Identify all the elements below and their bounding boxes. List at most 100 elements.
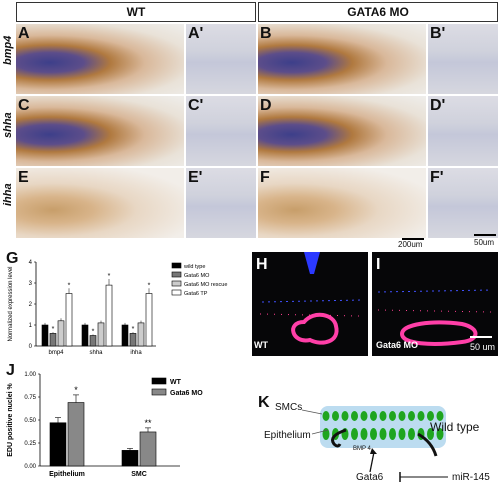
smc-cell — [417, 411, 425, 421]
panel-e-image — [16, 168, 184, 238]
wt-header: WT — [16, 2, 256, 22]
g-bar — [65, 293, 73, 347]
panel-e1-image — [186, 168, 256, 238]
g-y-axis-label: Normalized expression level — [8, 266, 14, 341]
g-x-tick-label: shha — [89, 350, 103, 356]
smc-cell — [322, 411, 330, 421]
g-bar — [121, 324, 129, 347]
smc-cell — [427, 411, 434, 421]
g-bar — [129, 333, 137, 347]
smc-cell — [332, 411, 339, 421]
g-y-tick-label: 1 — [29, 323, 33, 329]
scalebar-zoom-label: 50um — [474, 238, 495, 247]
g-legend-swatch — [171, 271, 182, 278]
panel-d1-image — [428, 96, 498, 166]
confocal-scalebar-label: 50 um — [470, 342, 496, 352]
panel-b-image — [258, 24, 426, 94]
gene-label-shha: shha — [2, 112, 14, 138]
g-significance: * — [108, 273, 111, 280]
panel-a1-label: A' — [188, 25, 204, 42]
confocal-wt-label: WT — [254, 340, 268, 350]
bmp4-curve-right — [417, 432, 438, 457]
j-y-tick-label: 0.00 — [24, 464, 36, 470]
panel-a1-image — [186, 24, 256, 94]
g-bar — [49, 333, 57, 347]
label-epithelium: Epithelium — [264, 430, 311, 441]
label-smcs: SMCs — [275, 402, 303, 413]
epithelium-cell — [389, 428, 396, 440]
scalebar-zoom — [474, 234, 496, 236]
gene-label-bmp4: bmp4 — [2, 35, 14, 65]
g-legend-label: Gata6 TP — [184, 291, 208, 297]
j-y-axis-label: EDU positive nuclei % — [7, 382, 14, 456]
g-y-tick-label: 4 — [29, 260, 33, 266]
panel-h-drawing — [259, 252, 363, 345]
j-y-tick-label: 0.75 — [24, 395, 36, 401]
epithelium-pointer-arrow — [311, 429, 329, 435]
panel-f1-label: F' — [430, 169, 444, 186]
chart-g: 0 1 2 3 4 Normalized expression level * * bmp4 * *… — [8, 260, 227, 356]
smc-cell — [408, 411, 415, 421]
smc-cell — [360, 411, 368, 421]
panel-d1-label: D' — [430, 97, 446, 114]
g-legend-label: wild type — [183, 264, 205, 270]
panel-i-drawing — [377, 289, 493, 346]
mo-header: GATA6 MO — [258, 2, 498, 22]
g-y-tick-label: 0 — [29, 344, 33, 350]
label-gata6: Gata6 — [356, 472, 384, 483]
j-y-tick-label: 0.25 — [24, 441, 36, 447]
panel-h-ring — [291, 312, 339, 345]
j-legend-label: WT — [170, 379, 182, 386]
g-bar — [41, 324, 49, 347]
label-wildtype: Wild type — [430, 420, 480, 434]
epithelium-cell — [398, 428, 406, 440]
g-bar — [105, 284, 113, 347]
g-legend-swatch — [171, 262, 182, 269]
panel-g-label: G — [6, 250, 19, 267]
mo-header-text: GATA6 MO — [347, 5, 409, 19]
g-bar — [137, 322, 145, 347]
g-significance: * — [52, 326, 55, 333]
panel-d-image — [258, 96, 426, 166]
smc-cell — [398, 411, 406, 421]
g-legend-label: Gata6 MO — [184, 273, 210, 279]
epithelium-cell — [427, 428, 434, 440]
panel-e-label: E — [18, 169, 29, 186]
g-significance: * — [92, 328, 95, 335]
g-legend-swatch — [171, 289, 182, 296]
panel-i-image — [372, 252, 498, 356]
panel-h-image — [252, 252, 368, 356]
label-mir145: miR-145 — [452, 472, 490, 483]
panel-i-label: I — [376, 256, 381, 273]
g-significance: * — [132, 326, 135, 333]
chart-j: 0.00 0.25 0.50 0.75 1.00 EDU positive nuclei … — [7, 372, 203, 478]
smc-cell — [389, 411, 396, 421]
panel-c1-label: C' — [188, 97, 204, 114]
panel-e1-label: E' — [188, 169, 203, 186]
panel-j-label: J — [6, 362, 15, 379]
j-legend-swatch — [151, 388, 167, 396]
g-significance: * — [68, 282, 71, 289]
epithelium-cells — [322, 411, 444, 440]
panel-d-label: D — [260, 97, 272, 114]
j-x-tick-label: SMC — [131, 471, 147, 478]
smc-cell — [341, 411, 349, 421]
smc-cell — [370, 411, 377, 421]
scalebar-whole-label: 200um — [398, 240, 423, 249]
panel-f1-image — [428, 168, 498, 238]
g-legend-swatch — [171, 280, 182, 287]
epithelium-cell — [436, 428, 444, 440]
g-bar — [89, 335, 97, 347]
gene-label-ihha: ihha — [2, 183, 14, 207]
panel-b1-image — [428, 24, 498, 94]
smc-cell — [436, 411, 444, 421]
panel-i-ring — [399, 320, 478, 346]
confocal-mo-label: Gata6 MO — [376, 340, 419, 350]
panel-c1-image — [186, 96, 256, 166]
confocal-scalebar — [470, 336, 492, 338]
panel-c-label: C — [18, 97, 30, 114]
g-significance: * — [148, 282, 151, 289]
j-significance: * — [74, 385, 78, 395]
diagram-k — [301, 406, 448, 482]
panel-h-label: H — [256, 256, 268, 273]
